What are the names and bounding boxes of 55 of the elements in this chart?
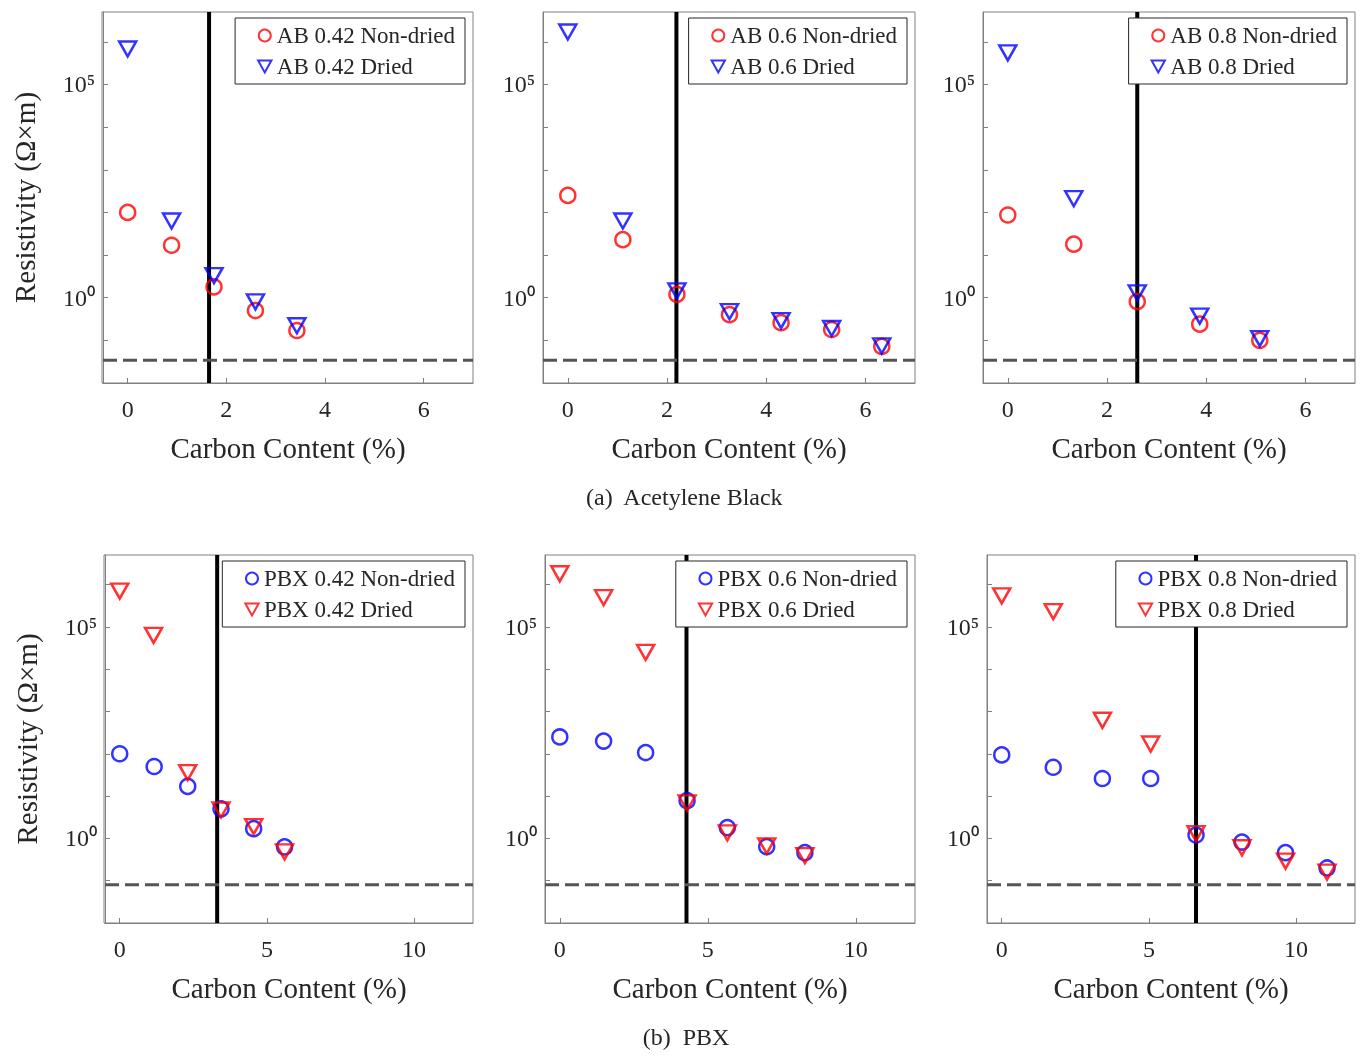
x-tick-label: 10	[402, 936, 427, 962]
x-axis-title: Carbon Content (%)	[611, 431, 847, 465]
y-axis-title: Resistivity (Ω×m)	[8, 91, 42, 304]
x-axis-title: Carbon Content (%)	[1051, 431, 1287, 465]
legend-label: AB 0.6 Dried	[730, 54, 856, 79]
legend-label: PBX 0.8 Dried	[1157, 597, 1296, 622]
legend-label: AB 0.42 Dried	[276, 54, 414, 79]
x-tick-label: 0	[553, 936, 566, 962]
y-tick-label: 10⁵	[62, 71, 95, 98]
x-axis-title: Carbon Content (%)	[1053, 971, 1289, 1005]
y-tick-label: 10⁰	[947, 825, 979, 852]
y-tick-label: 10⁰	[63, 284, 95, 311]
text: (b) PBX	[642, 1024, 730, 1050]
x-axis-title: Carbon Content (%)	[612, 971, 848, 1005]
x-tick-label: 6	[859, 396, 872, 422]
y-tick-label: 10⁵	[504, 613, 537, 640]
y-tick-label: 10⁵	[946, 613, 979, 640]
y-tick-label: 10⁵	[942, 71, 975, 98]
x-axis-title: Carbon Content (%)	[170, 431, 406, 465]
x-tick-label: 4	[319, 396, 331, 422]
x-tick-label: 0	[121, 396, 134, 422]
legend-label: PBX 0.42 Non-dried	[263, 566, 456, 591]
x-tick-label: 5	[260, 936, 273, 962]
x-tick-label: 2	[220, 396, 233, 422]
x-tick-label: 4	[1200, 396, 1213, 422]
x-tick-label: 0	[561, 396, 574, 422]
x-tick-label: 0	[995, 936, 1008, 962]
y-tick-label: 10⁵	[502, 71, 535, 98]
x-tick-label: 6	[1299, 396, 1312, 422]
text: (a) Acetylene Black	[586, 484, 783, 510]
x-tick-label: 4	[760, 396, 773, 422]
x-tick-label: 10	[843, 936, 868, 962]
legend-label: AB 0.42 Non-dried	[276, 23, 456, 48]
x-tick-label: 5	[1142, 936, 1155, 962]
y-tick-label: 10⁰	[943, 284, 975, 311]
x-tick-label: 6	[417, 396, 430, 422]
x-tick-label: 0	[113, 936, 126, 962]
x-tick-label: 2	[1101, 396, 1113, 422]
y-tick-label: 10⁰	[65, 825, 97, 852]
y-tick-label: 10⁰	[505, 825, 537, 852]
x-tick-label: 2	[661, 396, 673, 422]
x-tick-label: 0	[1001, 396, 1014, 422]
x-tick-label: 10	[1284, 936, 1309, 962]
legend-label: PBX 0.8 Non-dried	[1157, 566, 1338, 591]
legend-label: PBX 0.6 Dried	[717, 597, 856, 622]
x-tick-label: 5	[701, 936, 714, 962]
y-axis-title: Resistivity (Ω×m)	[10, 633, 44, 845]
legend-label: AB 0.8 Non-dried	[1170, 23, 1338, 48]
legend-label: AB 0.8 Dried	[1170, 54, 1296, 79]
legend-label: PBX 0.6 Non-dried	[717, 566, 898, 591]
legend-label: AB 0.6 Non-dried	[730, 23, 898, 48]
legend-label: PBX 0.42 Dried	[263, 597, 414, 622]
y-tick-label: 10⁰	[503, 284, 535, 311]
x-axis-title: Carbon Content (%)	[171, 971, 407, 1005]
y-tick-label: 10⁵	[64, 613, 97, 640]
